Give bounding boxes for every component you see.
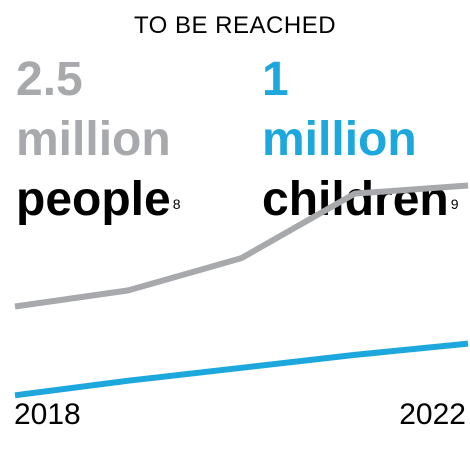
people-footnote: 8 [172, 196, 181, 212]
x-tick-label-start: 2018 [14, 398, 81, 431]
people-number: 2.5 [16, 53, 83, 106]
children-noun: children [262, 173, 449, 226]
people-metric: 2.5 million people 8 [16, 50, 180, 234]
children-unit: million [262, 113, 417, 166]
series-line-0 [14, 182, 469, 310]
children-footnote: 9 [450, 196, 459, 212]
children-metric: 1 million children 9 [262, 50, 459, 234]
people-noun: people [16, 173, 171, 226]
page-title: TO BE REACHED [133, 12, 337, 39]
children-number: 1 [262, 53, 289, 106]
x-tick-label-end: 2022 [399, 398, 466, 431]
children-noun-line: children 9 [262, 170, 459, 234]
series-line-1 [14, 340, 469, 399]
people-noun-line: people 8 [16, 170, 180, 234]
people-unit: million [16, 113, 171, 166]
